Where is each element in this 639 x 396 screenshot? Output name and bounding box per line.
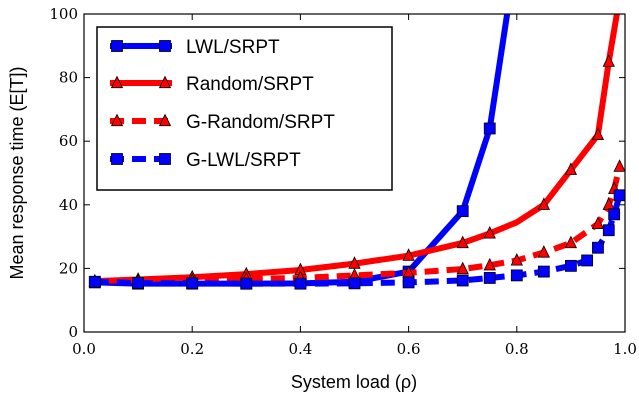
y-tick-label: 0 <box>68 323 78 341</box>
data-point <box>348 277 361 290</box>
legend-label: G-LWL/SRPT <box>186 150 301 171</box>
data-point <box>564 162 578 175</box>
data-point <box>240 277 253 290</box>
data-point <box>591 216 605 229</box>
data-point <box>613 189 625 202</box>
series-g-lwl-srpt <box>88 189 625 290</box>
y-tick-label: 60 <box>59 132 78 150</box>
data-point <box>456 235 469 249</box>
x-axis-label: System load (ρ) <box>291 372 417 392</box>
data-point <box>483 257 496 271</box>
data-point <box>483 226 496 239</box>
legend-entry-random-srpt: Random/SRPT <box>110 74 314 95</box>
series-layer <box>88 14 625 290</box>
legend-entry-g-lwl-srpt: G-LWL/SRPT <box>110 150 301 171</box>
data-point <box>608 208 621 221</box>
data-point <box>456 205 469 218</box>
x-tick-label: 0.6 <box>397 340 421 358</box>
y-tick-label: 80 <box>59 69 78 87</box>
x-tick-label: 0.2 <box>180 340 204 358</box>
data-point <box>591 127 605 140</box>
legend-frame <box>96 26 393 191</box>
data-point <box>402 248 415 261</box>
legend-swatch-marker <box>110 113 124 127</box>
data-point <box>537 265 550 278</box>
legend-entry-lwl-srpt: LWL/SRPT <box>110 37 280 58</box>
legend-swatch-marker <box>158 113 172 127</box>
legend-swatch-marker <box>110 75 124 89</box>
y-tick-label: 20 <box>59 259 78 277</box>
y-tick-label: 100 <box>49 5 78 23</box>
legend-entries: LWL/SRPT Random/SRPT G-Random/SRPT G-LWL/SR… <box>110 37 335 171</box>
data-point <box>186 277 199 290</box>
legend-swatch-marker <box>158 75 172 89</box>
data-point <box>456 261 469 275</box>
data-point <box>456 274 469 287</box>
data-point <box>602 54 615 67</box>
data-point <box>510 253 523 266</box>
legend-swatch-marker <box>111 40 123 52</box>
x-tick-label: 0.8 <box>505 340 529 358</box>
x-tick-label: 0.0 <box>72 340 96 358</box>
legend-swatch-marker <box>159 153 171 165</box>
data-point <box>537 197 550 210</box>
data-point <box>132 277 145 289</box>
legend-label: LWL/SRPT <box>186 37 280 58</box>
data-point <box>537 245 550 258</box>
data-point <box>592 241 604 254</box>
legend-entry-g-random-srpt: G-Random/SRPT <box>110 112 335 133</box>
series-line-g-random-srpt <box>94 165 623 285</box>
data-point <box>564 235 578 249</box>
data-point <box>483 272 496 284</box>
data-point <box>581 254 594 267</box>
data-point <box>402 276 415 289</box>
y-tick-label: 40 <box>59 196 78 214</box>
data-point <box>602 224 615 237</box>
legend: LWL/SRPT Random/SRPT G-Random/SRPT G-LWL/SR… <box>96 26 393 191</box>
data-point <box>88 275 101 288</box>
x-tick-label: 1.0 <box>613 340 637 358</box>
data-point <box>510 269 523 282</box>
data-point <box>483 122 496 135</box>
legend-label: G-Random/SRPT <box>186 112 335 133</box>
tick-layer: 0.0 0.2 0.4 0.6 0.8 1.0 0 20 40 60 80 100 <box>49 5 637 358</box>
legend-swatch-marker <box>159 40 171 52</box>
data-point <box>565 259 577 272</box>
legend-swatch-marker <box>111 153 123 165</box>
y-axis-label: Mean response time (E[T]) <box>7 66 27 279</box>
x-tick-label: 0.4 <box>288 340 312 358</box>
legend-label: Random/SRPT <box>186 74 314 95</box>
data-point <box>613 159 625 172</box>
data-point <box>294 277 307 290</box>
plot-frame <box>83 13 626 333</box>
